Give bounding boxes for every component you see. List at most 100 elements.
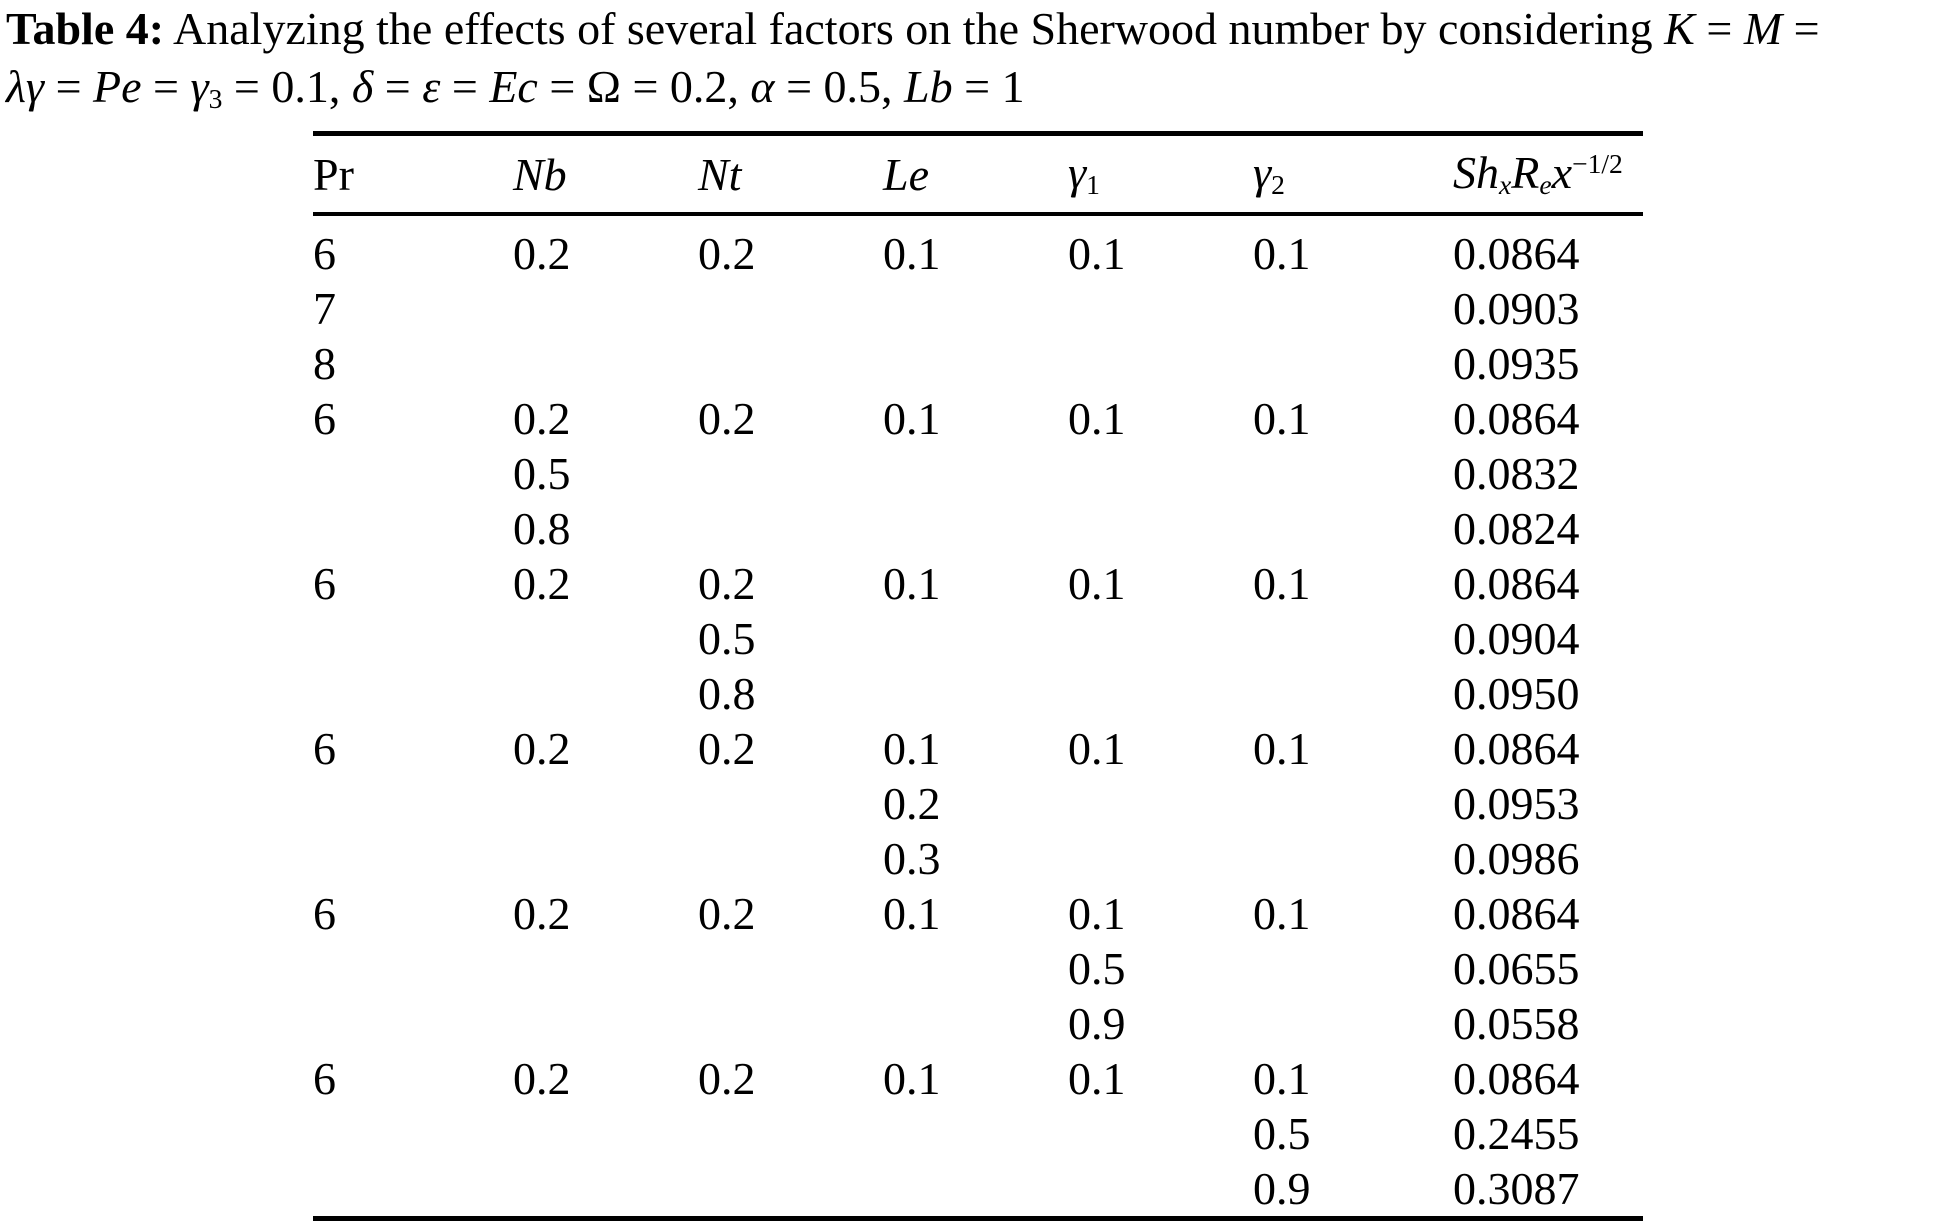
table-cell <box>1253 611 1453 666</box>
table-cell: 0.5 <box>1253 1108 1311 1159</box>
col-header-nb: Nb <box>513 148 567 200</box>
table-cell: 0.8 <box>513 503 571 554</box>
table-row: 0.2 0.0953 <box>313 776 1643 831</box>
table-cell: 0.1 <box>1253 228 1311 279</box>
table-cell: 0.5 <box>698 613 756 664</box>
table-cell <box>1068 446 1253 501</box>
table-cell: 0.0864 <box>1453 1053 1580 1104</box>
table-cell: 0.9 <box>1253 1163 1311 1214</box>
table-cell <box>1253 831 1453 886</box>
table-cell: 0.0558 <box>1453 998 1580 1049</box>
table-cell <box>313 941 513 996</box>
table-cell <box>513 611 698 666</box>
table-row: 0.8 0.0824 <box>313 501 1643 556</box>
col-header-sherwood: ShxRex−1/2 <box>1453 147 1623 201</box>
table-cell <box>513 1106 698 1161</box>
table-cell: 0.0903 <box>1453 283 1580 334</box>
col-header-nt: Nt <box>698 148 742 200</box>
table-cell: 0.1 <box>883 393 941 444</box>
table-cell: 0.3 <box>883 833 941 884</box>
table-cell: 0.2455 <box>1453 1108 1580 1159</box>
table-body: 6 0.2 0.2 0.1 0.1 0.1 0.0864 7 0.0903 8 0.0935 6 0.2… <box>313 214 1643 1219</box>
table-cell <box>1068 666 1253 721</box>
table-cell: 0.0824 <box>1453 503 1580 554</box>
table-cell <box>698 501 883 556</box>
table-cell <box>1253 336 1453 391</box>
table-cell: 8 <box>313 338 336 389</box>
table-cell <box>698 446 883 501</box>
table-cell: 6 <box>313 888 336 939</box>
table-cell: 6 <box>313 1053 336 1104</box>
table-cell: 0.1 <box>883 888 941 939</box>
col-header-gamma2: γ2 <box>1253 147 1285 201</box>
table-row: 0.5 0.2455 <box>313 1106 1643 1161</box>
table-cell <box>1253 281 1453 336</box>
table-cell <box>513 831 698 886</box>
table-cell <box>1253 776 1453 831</box>
table-cell <box>313 446 513 501</box>
table-cell: 0.0864 <box>1453 888 1580 939</box>
table-cell <box>883 666 1068 721</box>
table-cell <box>313 996 513 1051</box>
table-cell: 0.2 <box>698 393 756 444</box>
table-cell: 0.2 <box>883 778 941 829</box>
table-cell <box>883 611 1068 666</box>
table-cell: 0.2 <box>513 228 571 279</box>
table-cell: 0.1 <box>1253 558 1311 609</box>
header-row: Pr Nb Nt Le γ1 γ2 ShxRex−1/2 <box>313 134 1643 214</box>
table-caption: Table 4: Analyzing the effects of severa… <box>6 0 1820 128</box>
table-cell: 0.1 <box>1253 723 1311 774</box>
table-cell: 0.0904 <box>1453 613 1580 664</box>
table-cell: 0.0655 <box>1453 943 1580 994</box>
table-cell: 6 <box>313 558 336 609</box>
table-cell <box>1253 501 1453 556</box>
table-cell <box>698 336 883 391</box>
table-cell: 6 <box>313 228 336 279</box>
table-cell: 0.0950 <box>1453 668 1580 719</box>
table-cell <box>1068 281 1253 336</box>
table-cell <box>883 446 1068 501</box>
table-cell <box>313 831 513 886</box>
table-cell <box>698 831 883 886</box>
table-cell <box>1253 941 1453 996</box>
table-cell <box>313 776 513 831</box>
table-cell: 0.2 <box>698 228 756 279</box>
table-cell: 0.1 <box>1068 228 1126 279</box>
table-cell <box>1068 831 1253 886</box>
table-cell: 6 <box>313 393 336 444</box>
table-cell: 6 <box>313 723 336 774</box>
table-cell <box>883 281 1068 336</box>
table-cell <box>313 1161 513 1219</box>
table-cell <box>883 501 1068 556</box>
table-row: 7 0.0903 <box>313 281 1643 336</box>
caption-line-1: Table 4: Analyzing the effects of severa… <box>6 3 1820 54</box>
table-cell <box>513 941 698 996</box>
table-cell: 0.1 <box>883 723 941 774</box>
table-cell <box>698 776 883 831</box>
table-cell <box>313 611 513 666</box>
table-cell: 0.1 <box>883 1053 941 1104</box>
table-cell: 0.0864 <box>1453 723 1580 774</box>
table-cell <box>698 941 883 996</box>
table-cell <box>1253 996 1453 1051</box>
table-cell: 0.1 <box>1253 393 1311 444</box>
table-cell: 0.1 <box>1253 1053 1311 1104</box>
table-cell <box>1068 611 1253 666</box>
table-cell: 0.2 <box>698 723 756 774</box>
table-cell <box>883 1161 1068 1219</box>
table-cell: 0.0864 <box>1453 228 1580 279</box>
table-cell <box>1253 666 1453 721</box>
table-cell <box>313 501 513 556</box>
table-row: 6 0.2 0.2 0.1 0.1 0.1 0.0864 <box>313 721 1643 776</box>
table-cell: 0.2 <box>513 393 571 444</box>
table-row: 6 0.2 0.2 0.1 0.1 0.1 0.0864 <box>313 1051 1643 1106</box>
table-cell: 0.1 <box>1068 558 1126 609</box>
table-cell <box>698 1106 883 1161</box>
table-cell: 0.3087 <box>1453 1163 1580 1214</box>
table-row: 6 0.2 0.2 0.1 0.1 0.1 0.0864 <box>313 391 1643 446</box>
table-cell: 0.2 <box>513 558 571 609</box>
table-cell: 0.0864 <box>1453 393 1580 444</box>
table-cell: 0.0864 <box>1453 558 1580 609</box>
table-row: 6 0.2 0.2 0.1 0.1 0.1 0.0864 <box>313 886 1643 941</box>
table-cell <box>883 336 1068 391</box>
